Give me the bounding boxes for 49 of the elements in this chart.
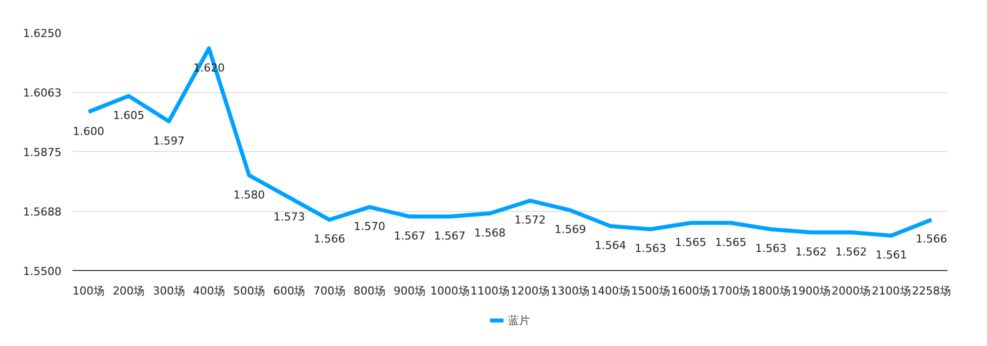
data-label: 1.562 (835, 245, 867, 258)
data-label: 1.562 (795, 245, 827, 258)
x-tick-label: 800场 (354, 284, 386, 298)
data-label: 1.563 (634, 242, 666, 256)
data-label: 1.570 (354, 220, 386, 234)
x-tick-label: 700场 (313, 284, 346, 298)
x-tick-label: 1800场 (751, 284, 790, 298)
data-label: 1.563 (755, 242, 787, 256)
data-label: 1.600 (72, 124, 104, 138)
y-tick-label: 1.6063 (23, 86, 62, 100)
data-label: 1.565 (715, 236, 747, 249)
x-tick-label: 1600场 (671, 284, 710, 298)
legend-label: 蓝片 (508, 312, 530, 328)
x-tick-label: 600场 (273, 284, 306, 298)
data-label: 1.566 (314, 232, 346, 246)
x-tick-label: 200场 (112, 284, 145, 298)
y-tick-label: 1.5500 (23, 265, 62, 278)
x-tick-label: 1200场 (510, 284, 550, 298)
x-tick-label: 2258场 (912, 284, 951, 298)
data-label: 1.569 (554, 223, 586, 236)
x-tick-label: 400场 (192, 284, 225, 298)
data-label: 1.580 (233, 188, 265, 202)
y-tick-label: 1.6250 (23, 27, 62, 40)
data-label: 1.567 (434, 230, 466, 243)
y-tick-label: 1.5688 (23, 206, 62, 218)
x-tick-label: 500场 (233, 284, 266, 298)
data-label: 1.568 (474, 226, 506, 240)
data-label: 1.605 (112, 108, 144, 122)
data-label: 1.564 (594, 239, 626, 252)
data-label: 1.573 (274, 210, 305, 224)
x-tick-label: 1300场 (550, 284, 590, 298)
x-tick-label: 1000场 (430, 284, 470, 298)
x-tick-label: 100场 (72, 284, 105, 298)
x-tick-label: 2100场 (872, 284, 911, 298)
data-label: 1.561 (876, 248, 908, 262)
x-tick-label: 1400场 (590, 284, 630, 298)
y-tick-label: 1.5875 (23, 146, 62, 159)
x-tick-label: 2000场 (832, 284, 871, 298)
x-tick-label: 1900场 (792, 284, 831, 298)
data-label: 1.567 (394, 230, 426, 243)
x-tick-label: 900场 (394, 284, 426, 298)
data-label: 1.572 (514, 214, 546, 227)
x-tick-label: 1100场 (470, 284, 510, 298)
x-tick-label: 1500场 (630, 284, 670, 298)
data-label: 1.565 (674, 236, 706, 249)
x-tick-label: 1700场 (711, 284, 750, 298)
x-tick-label: 300场 (152, 284, 185, 298)
data-label: 1.597 (153, 134, 185, 148)
data-label: 1.566 (916, 232, 948, 246)
